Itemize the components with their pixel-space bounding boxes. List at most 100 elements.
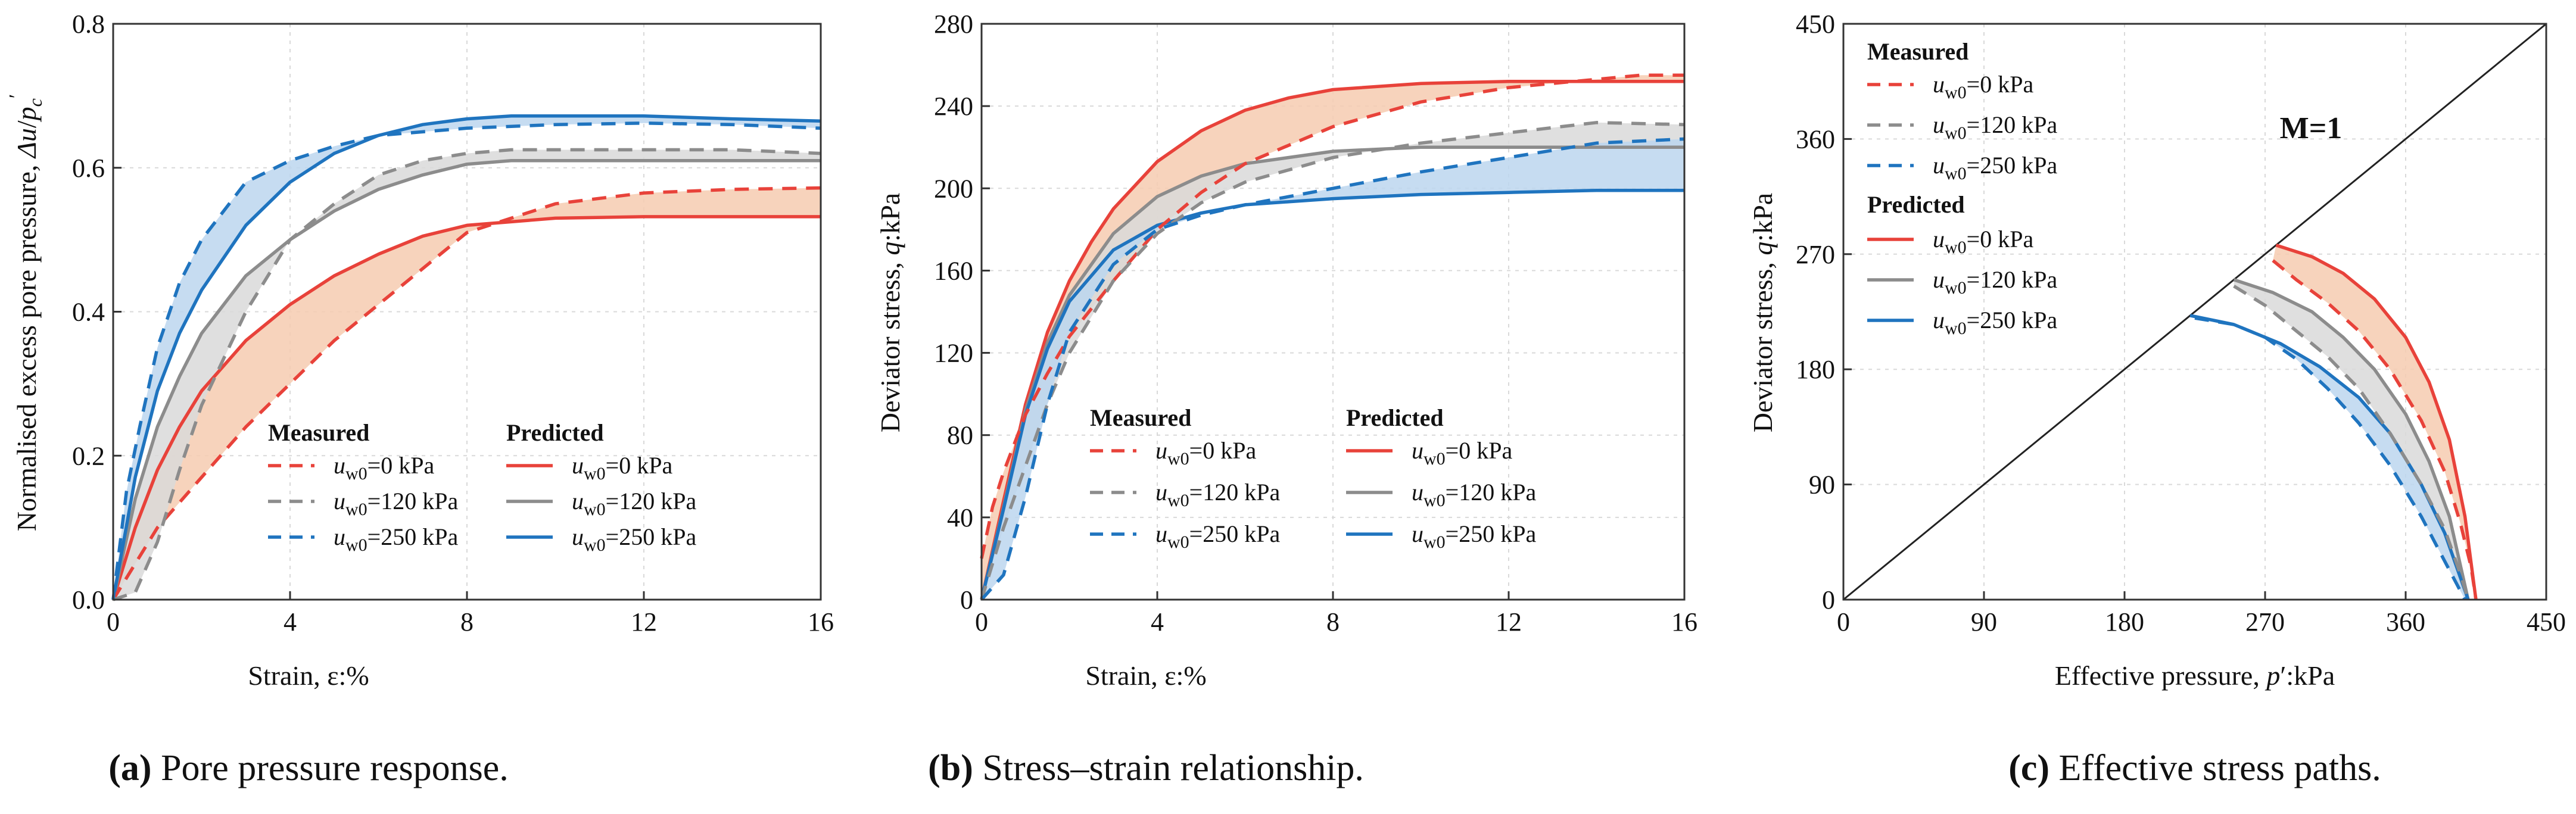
y-tick-label: 120 — [934, 339, 973, 368]
legend-u: u — [1933, 226, 1945, 252]
legend-label: uw0=120 kPa — [1933, 266, 2057, 298]
y-tick-label: 0.0 — [72, 585, 105, 615]
legend-entry: uw0=250 kPa — [1090, 520, 1280, 552]
legend-u: u — [1412, 479, 1424, 506]
legend-entry: uw0=250 kPa — [1867, 152, 2057, 183]
x-tick-label: 90 — [1971, 607, 1997, 637]
x-tick-label: 0 — [975, 607, 988, 637]
band-u-w0-250-kpa — [982, 139, 1684, 600]
legend-value: =120 kPa — [1967, 111, 2058, 138]
legend-sub: w0 — [1945, 238, 1967, 257]
caption-b-letter: (b) — [928, 748, 973, 788]
legend-value: =0 kPa — [1967, 71, 2034, 98]
legend-value: =0 kPa — [606, 452, 673, 479]
legend-sub: w0 — [1424, 491, 1446, 510]
legend-label: uw0=0 kPa — [1933, 71, 2033, 102]
legend-entry: uw0=0 kPa — [1090, 437, 1256, 469]
x-tick-label: 0 — [1837, 607, 1850, 637]
caption-c-text: Effective stress paths. — [2049, 748, 2381, 788]
legend-label: uw0=120 kPa — [572, 488, 696, 519]
legend-entry: uw0=0 kPa — [1867, 71, 2033, 102]
legend-value: =0 kPa — [1189, 437, 1257, 464]
legend-label: uw0=120 kPa — [1412, 479, 1536, 510]
x-tick-label: 4 — [284, 607, 297, 637]
series-measured-u-w0-0-kpa — [980, 73, 1684, 559]
legend-label: uw0=0 kPa — [572, 452, 672, 484]
legend-a: Measured Predicted uw0=0 kPa uw0=0 kPauw0… — [268, 419, 696, 555]
legend-value: =120 kPa — [1967, 266, 2058, 293]
series-measured-u-w0-120-kpa — [980, 121, 1685, 600]
legend-u: u — [1933, 71, 1945, 98]
legend-entry: uw0=0 kPa — [1867, 226, 2033, 257]
legend-sub: w0 — [1945, 83, 1967, 102]
legend-u: u — [1155, 520, 1167, 547]
legend-entry: uw0=120 kPa — [268, 488, 458, 519]
y-tick-label: 240 — [934, 92, 973, 121]
legend-measured-title-c: Measured — [1867, 38, 1968, 65]
critical-state-line — [1843, 23, 2547, 601]
series-measured-u-w0-250-kpa — [980, 137, 1685, 601]
caption-a: (a) Pore pressure response. — [108, 748, 508, 788]
legend-label: uw0=0 kPa — [1412, 437, 1512, 469]
y-tick-label: 0.2 — [72, 441, 105, 470]
legend-value: =250 kPa — [1967, 307, 2058, 333]
x-tick-label: 270 — [2245, 607, 2285, 637]
caption-c-letter: (c) — [2008, 748, 2049, 788]
legend-value: =120 kPa — [1189, 479, 1281, 506]
y-axis-label-a: Normalised excess pore pressure, Δu/pc′ — [5, 94, 46, 532]
legend-entry: uw0=120 kPa — [1867, 266, 2057, 298]
y-tick-label: 280 — [934, 10, 973, 39]
plot-area-c: 0 90 180 270 360 450 0 90 180 270 360 450 — [1796, 10, 2566, 637]
legend-predicted-title-b: Predicted — [1346, 404, 1444, 431]
series-measured-u-w0-120-kpa — [2233, 285, 2470, 600]
y-tick-label: 90 — [1809, 470, 1835, 500]
x-tick-label: 16 — [1671, 607, 1697, 637]
legend-entry: uw0=120 kPa — [1090, 479, 1280, 510]
legend-label: uw0=0 kPa — [1155, 437, 1256, 469]
legend-sub: w0 — [1945, 123, 1967, 143]
caption-b-text: Stress–strain relationship. — [973, 748, 1364, 788]
x-tick-label: 8 — [1326, 607, 1340, 637]
legend-u: u — [1933, 111, 1945, 138]
legend-label: uw0=120 kPa — [1933, 111, 2057, 143]
y-tick-label: 0.8 — [72, 10, 105, 39]
legend-label: uw0=0 kPa — [334, 452, 434, 484]
legend-entry: uw0=120 kPa — [1346, 479, 1536, 510]
legend-label: uw0=0 kPa — [1933, 226, 2033, 257]
legend-sub: w0 — [584, 464, 606, 484]
legend-value: =250 kPa — [1446, 520, 1537, 547]
y-tick-label: 200 — [934, 174, 973, 203]
legend-predicted-title-a: Predicted — [506, 419, 604, 446]
legend-label: uw0=250 kPa — [1933, 307, 2057, 338]
legend-entry: uw0=0 kPa — [506, 452, 672, 484]
legend-u: u — [1412, 437, 1424, 464]
legend-u: u — [334, 452, 345, 479]
legend-sub: w0 — [345, 535, 367, 555]
x-tick-label: 12 — [631, 607, 657, 637]
legend-sub: w0 — [345, 464, 367, 484]
legend-label: uw0=120 kPa — [1155, 479, 1280, 510]
legend-u: u — [1412, 520, 1424, 547]
legend-u: u — [572, 488, 584, 514]
series-measured-u-w0-120-kpa — [113, 148, 821, 601]
x-tick-label: 16 — [808, 607, 834, 637]
legend-entry: uw0=0 kPa — [1346, 437, 1512, 469]
legend-u: u — [1155, 437, 1167, 464]
legend-value: =250 kPa — [1967, 152, 2058, 179]
y-tick-label: 0.4 — [72, 298, 105, 327]
legend-value: =0 kPa — [1446, 437, 1513, 464]
legend-value: =120 kPa — [1446, 479, 1537, 506]
legend-sub: w0 — [584, 500, 606, 519]
series-predicted-u-w0-0-kpa — [111, 215, 821, 600]
legend-sub: w0 — [1945, 278, 1967, 298]
plot-area-a: 0 4 8 12 16 0.0 0.2 0.4 0.6 0.8 — [72, 10, 834, 637]
legend-sub: w0 — [1424, 532, 1446, 552]
y-tick-label: 40 — [947, 503, 973, 532]
legend-entry: uw0=0 kPa — [268, 452, 434, 484]
legend-measured-title-b: Measured — [1090, 404, 1191, 431]
x-tick-label: 0 — [107, 607, 120, 637]
